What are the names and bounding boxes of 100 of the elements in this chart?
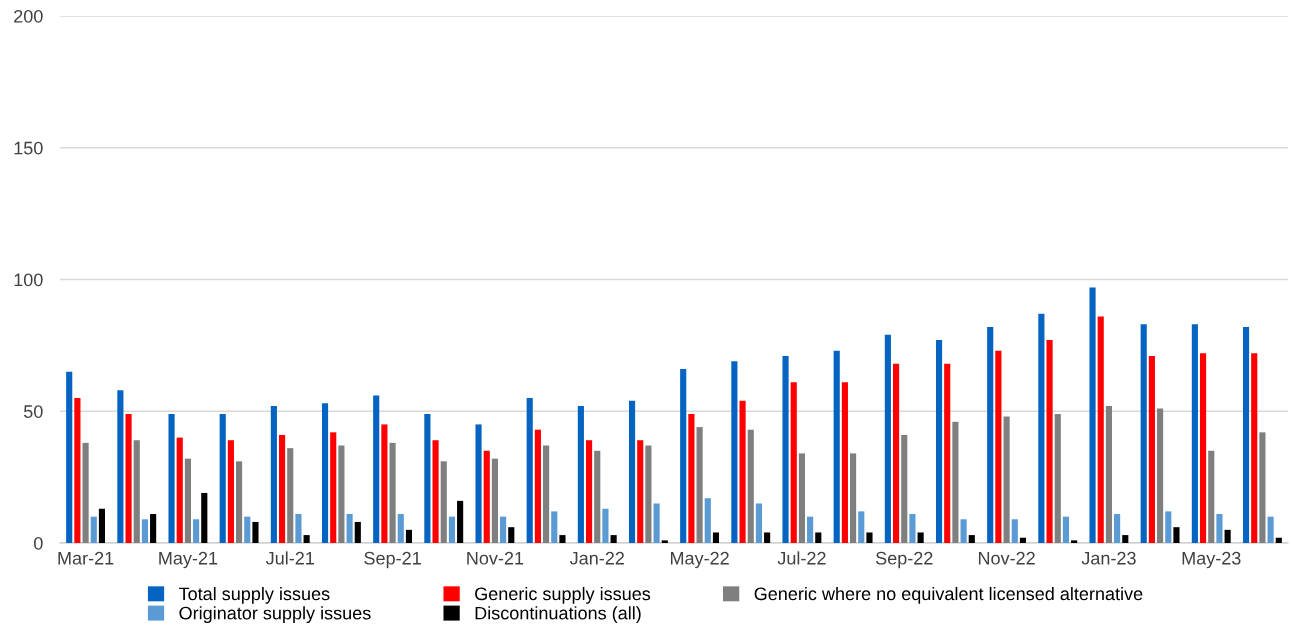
bar	[1003, 416, 1010, 543]
x-tick-label: May-22	[670, 551, 729, 569]
y-tick-label: 50	[23, 405, 43, 418]
bar	[628, 400, 636, 543]
bar	[551, 511, 558, 543]
legend-label: Generic supply issues	[475, 586, 651, 604]
bar	[901, 434, 908, 543]
bar	[944, 363, 951, 543]
x-tick-label: Jul-22	[777, 551, 826, 565]
x-tick-label: Mar-21	[58, 551, 114, 565]
bar	[866, 532, 873, 543]
bar	[321, 403, 329, 543]
x-tick-label: Sep-22	[875, 551, 933, 569]
bar	[798, 453, 805, 543]
x-tick-label: Nov-22	[978, 551, 1035, 565]
bar	[1208, 450, 1215, 543]
bar	[457, 500, 464, 543]
bar	[917, 532, 924, 543]
bar	[704, 498, 711, 543]
bar	[610, 535, 617, 543]
bar	[585, 440, 593, 543]
bar	[645, 445, 652, 543]
bar	[661, 540, 668, 543]
bar	[594, 450, 601, 543]
bar	[201, 492, 208, 543]
bar	[1242, 326, 1250, 543]
bar	[346, 514, 353, 543]
bar	[74, 398, 81, 543]
bar	[1148, 355, 1155, 543]
bar	[526, 398, 533, 543]
bar	[338, 445, 345, 543]
bar	[405, 529, 413, 543]
bar	[330, 432, 337, 543]
bar	[850, 453, 857, 543]
x-tick-label: Nov-21	[467, 551, 524, 565]
x-tick-label: May-21	[159, 551, 218, 569]
x-tick-label: Sep-21	[364, 551, 421, 569]
bar	[278, 434, 286, 543]
bar	[739, 400, 746, 543]
bar	[236, 461, 243, 543]
bar	[354, 521, 361, 543]
bar	[448, 516, 456, 543]
bar	[995, 350, 1002, 543]
bar	[303, 535, 310, 543]
bar	[1054, 413, 1061, 543]
bar	[935, 340, 943, 543]
x-tick-label: May-23	[1182, 551, 1241, 569]
bar	[968, 535, 975, 543]
bar	[373, 395, 380, 543]
y-tick-label: 100	[14, 273, 43, 287]
bar	[1097, 316, 1104, 543]
bar	[397, 514, 404, 543]
bar	[1140, 324, 1147, 543]
bar	[1157, 408, 1164, 543]
bar	[653, 503, 660, 543]
bar	[815, 532, 822, 543]
bar	[782, 355, 789, 543]
x-tick-label: Jan-22	[569, 551, 624, 565]
bar	[1114, 514, 1121, 543]
bar	[559, 535, 566, 543]
bar	[133, 440, 140, 543]
legend-label: Generic where no equivalent licensed alternative	[754, 586, 1143, 604]
bar	[534, 429, 541, 543]
bar	[1191, 324, 1198, 543]
bar	[1122, 535, 1129, 543]
bar	[168, 413, 175, 543]
bar	[1267, 516, 1274, 543]
bar	[841, 382, 848, 543]
bar	[1224, 529, 1231, 543]
bar	[1216, 514, 1223, 543]
bar	[98, 508, 106, 543]
bar	[712, 532, 720, 543]
bar	[1259, 432, 1266, 543]
bar	[602, 508, 609, 543]
bar	[66, 371, 73, 543]
bar	[82, 442, 89, 543]
bar	[125, 413, 132, 543]
bar	[577, 405, 584, 543]
bar	[731, 361, 738, 543]
bar	[1251, 353, 1258, 543]
bar	[432, 440, 439, 543]
bar	[833, 350, 840, 543]
bar	[1173, 527, 1180, 543]
bar	[807, 516, 814, 543]
bar	[1275, 537, 1282, 543]
bar	[500, 516, 507, 543]
bar	[381, 424, 388, 543]
bar	[117, 390, 124, 543]
bar	[747, 429, 754, 543]
bar	[252, 521, 259, 543]
bar	[150, 514, 157, 543]
bar	[1165, 511, 1172, 543]
y-tick-label: 150	[14, 141, 43, 155]
bar	[858, 511, 865, 543]
bar	[219, 413, 226, 543]
y-tick-label: 0	[34, 536, 43, 550]
bar	[790, 382, 797, 543]
bar	[440, 461, 447, 543]
y-tick-label: 200	[14, 9, 43, 23]
bar	[508, 527, 515, 543]
